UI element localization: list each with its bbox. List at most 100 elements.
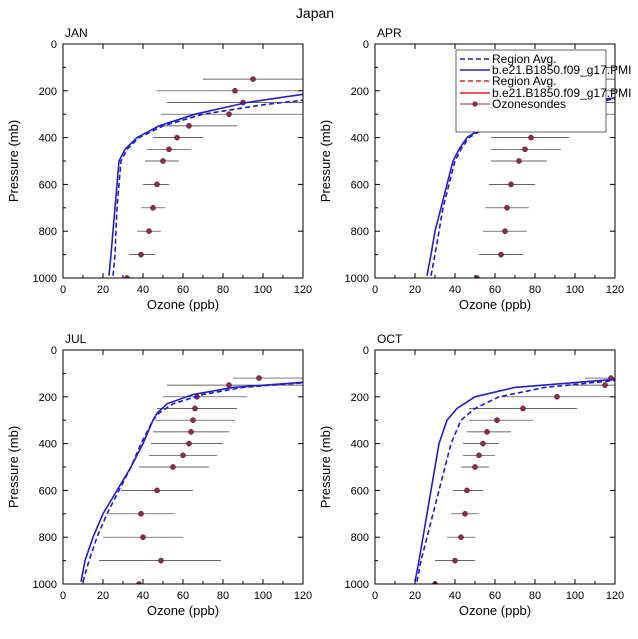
x-axis-title: Ozone (ppb) (147, 603, 219, 618)
obs-point (472, 464, 478, 470)
panel-title: APR (377, 26, 402, 40)
x-tick-label: 20 (409, 590, 421, 602)
legend: Region Avg.b.e21.B1850.f09_g17.PMIRegion… (455, 49, 631, 133)
series-line-solid (108, 93, 303, 276)
obs-point (154, 181, 160, 188)
x-tick-label: 60 (489, 590, 501, 602)
y-tick-label: 1000 (345, 273, 369, 285)
legend-entry: b.e21.B1850.f09_g17.PMI (460, 63, 631, 77)
x-tick-label: 100 (566, 284, 584, 296)
x-axis-title: Ozone (ppb) (459, 297, 531, 312)
x-tick-label: 80 (217, 284, 229, 296)
x-axis-title: Ozone (ppb) (459, 603, 531, 618)
obs-point (516, 158, 522, 164)
y-tick-label: 200 (351, 392, 369, 404)
y-tick-label: 1000 (33, 579, 57, 591)
obs-point (602, 382, 608, 388)
panel-oct: 0 20 40 60 80 100 120 0 200 400 600 800 1000 OCT Ozone… (318, 332, 624, 618)
obs-point (498, 251, 504, 258)
legend-entry: Region Avg. (460, 52, 557, 66)
obs-point (138, 251, 144, 258)
legend-swatch-marker (472, 101, 478, 107)
y-tick-label: 600 (351, 179, 369, 191)
obs-point (160, 158, 166, 164)
x-tick-label: 120 (294, 284, 312, 296)
legend-label: b.e21.B1850.f09_g17.PMI (492, 86, 631, 100)
x-tick-label: 0 (372, 284, 378, 296)
x-tick-label: 0 (372, 590, 378, 602)
y-axis-title: Pressure (mb) (318, 426, 333, 508)
obs-point (476, 452, 482, 459)
obs-point (250, 76, 256, 82)
x-axis-title: Ozone (ppb) (147, 297, 219, 312)
x-tick-label: 100 (566, 590, 584, 602)
y-tick-label: 400 (351, 133, 369, 145)
series-line-solid (414, 378, 615, 582)
obs-point (170, 464, 176, 470)
obs-point (502, 228, 508, 235)
legend-entry: b.e21.B1850.f09_g17.PMI (460, 86, 631, 100)
obs-point (494, 417, 500, 424)
obs-point (190, 417, 196, 424)
obs-point (508, 181, 514, 188)
panel-jan: 0 20 40 60 80 100 120 0 200 400 600 800 1000 JAN Ozone… (6, 26, 312, 312)
plot-area (414, 375, 615, 584)
obs-point (180, 452, 186, 459)
obs-point (232, 87, 238, 94)
y-axis-title: Pressure (mb) (6, 426, 21, 508)
obs-point (520, 405, 526, 412)
panel-title: JAN (65, 26, 88, 40)
obs-point (154, 487, 160, 494)
x-tick-label: 40 (449, 284, 461, 296)
obs-point (458, 534, 464, 541)
y-tick-label: 1000 (345, 579, 369, 591)
obs-point (174, 134, 180, 141)
obs-point (138, 510, 144, 517)
x-tick-label: 60 (489, 284, 501, 296)
panel-title: OCT (377, 332, 403, 346)
obs-point (140, 534, 146, 541)
obs-point (186, 123, 192, 129)
obs-point (186, 440, 192, 447)
y-axis-title: Pressure (mb) (6, 120, 21, 202)
obs-point (192, 405, 198, 412)
panel-title: JUL (65, 332, 87, 346)
x-tick-label: 0 (60, 590, 66, 602)
series-line-dashed (82, 382, 303, 582)
obs-point (226, 111, 232, 118)
obs-point (136, 581, 142, 584)
obs-point (504, 204, 510, 211)
x-tick-label: 40 (137, 284, 149, 296)
obs-point (188, 429, 194, 435)
obs-point (554, 393, 560, 400)
y-tick-label: 0 (51, 39, 57, 51)
plot-area (80, 375, 303, 584)
legend-label: b.e21.B1850.f09_g17.PMI (492, 63, 631, 77)
obs-point (484, 429, 490, 435)
y-tick-label: 800 (39, 226, 57, 238)
y-tick-label: 800 (351, 532, 369, 544)
series-line-solid (80, 381, 303, 582)
series-line-dashed (416, 379, 615, 582)
legend-entry: Ozonesondes (460, 97, 566, 111)
figure-title: Japan (296, 5, 334, 21)
y-tick-label: 800 (39, 532, 57, 544)
x-tick-label: 20 (97, 284, 109, 296)
obs-point (522, 146, 528, 153)
y-tick-label: 0 (363, 345, 369, 357)
y-tick-label: 1000 (33, 273, 57, 285)
x-tick-label: 120 (606, 284, 624, 296)
x-tick-label: 80 (529, 590, 541, 602)
obs-point (226, 382, 232, 388)
x-tick-label: 100 (254, 284, 272, 296)
legend-box (455, 49, 607, 133)
x-tick-label: 120 (606, 590, 624, 602)
y-axis-title: Pressure (mb) (318, 120, 333, 202)
x-tick-label: 0 (60, 284, 66, 296)
x-tick-label: 80 (529, 284, 541, 296)
legend-entry: Region Avg. (460, 74, 557, 88)
x-tick-label: 20 (409, 284, 421, 296)
x-tick-label: 60 (177, 284, 189, 296)
obs-point (166, 146, 172, 153)
